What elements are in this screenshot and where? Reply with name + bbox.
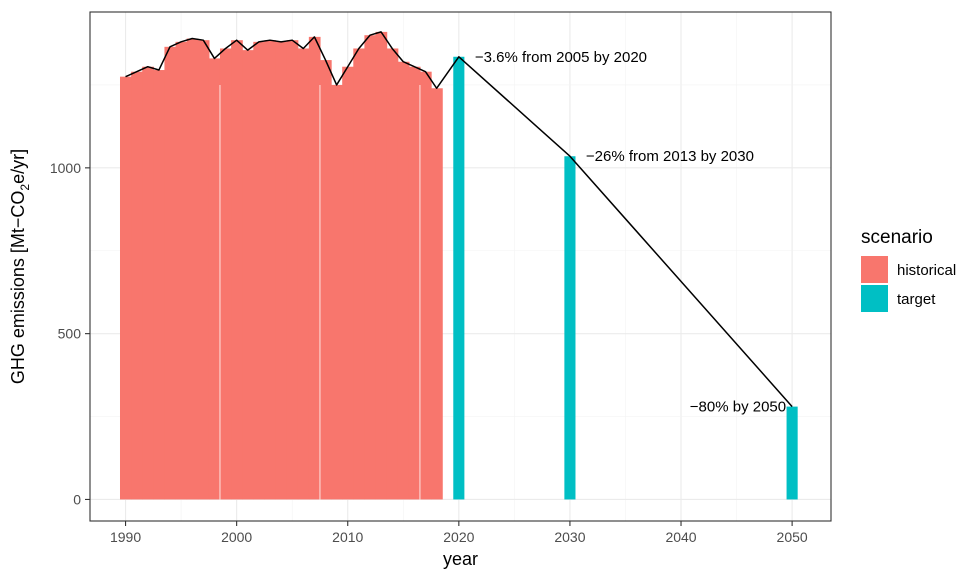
historical-bar bbox=[208, 58, 221, 500]
target-bar bbox=[564, 156, 576, 500]
y-axis-title: GHG emissions [Mt−CO2e/yr] bbox=[8, 149, 32, 384]
x-axis: 1990 2000 2010 2020 2030 2040 2050 bbox=[110, 521, 808, 545]
legend-label-historical: historical bbox=[897, 262, 956, 279]
x-tick-label: 2030 bbox=[554, 529, 585, 545]
historical-bar bbox=[386, 48, 399, 500]
historical-bar bbox=[153, 70, 166, 500]
x-tick-label: 2020 bbox=[443, 529, 474, 545]
historical-bar bbox=[297, 48, 310, 500]
historical-bar bbox=[142, 66, 154, 500]
trend-line bbox=[125, 31, 793, 408]
historical-bar bbox=[353, 48, 366, 500]
historical-bar bbox=[253, 41, 266, 500]
y-axis: 0 500 1000 bbox=[50, 160, 90, 507]
bars bbox=[119, 31, 798, 500]
historical-bar bbox=[164, 46, 177, 500]
historical-bar bbox=[186, 38, 199, 500]
x-tick-label: 1990 bbox=[110, 529, 141, 545]
historical-bar bbox=[364, 35, 377, 500]
historical-bar bbox=[242, 50, 254, 500]
emissions-path-line bbox=[125, 31, 793, 408]
historical-bar bbox=[342, 66, 354, 500]
annotation-label: −26% from 2013 by 2030 bbox=[586, 148, 754, 165]
historical-bar bbox=[375, 31, 388, 500]
historical-bar bbox=[175, 41, 188, 500]
historical-bar bbox=[419, 71, 432, 500]
legend-title: scenario bbox=[861, 227, 933, 248]
y-tick-label: 1000 bbox=[50, 160, 81, 176]
historical-bar bbox=[319, 60, 332, 500]
annotations: −3.6% from 2005 by 2020 −26% from 2013 by… bbox=[475, 49, 786, 416]
legend-label-target: target bbox=[897, 291, 936, 308]
historical-bar bbox=[331, 84, 343, 500]
annotation-label: −3.6% from 2005 by 2020 bbox=[475, 49, 647, 66]
legend-key-target bbox=[861, 285, 888, 312]
historical-bar bbox=[119, 76, 132, 500]
x-tick-label: 2050 bbox=[777, 529, 808, 545]
legend: scenario historical target bbox=[861, 227, 956, 312]
y-axis-title-part-1: GHG emissions [Mt−CO bbox=[8, 191, 28, 385]
historical-bar bbox=[231, 40, 243, 500]
y-tick-label: 500 bbox=[58, 326, 82, 342]
historical-bar bbox=[431, 88, 443, 500]
historical-bar bbox=[131, 71, 143, 500]
target-bar bbox=[453, 56, 465, 500]
x-tick-label: 2000 bbox=[221, 529, 252, 545]
historical-bar bbox=[275, 41, 288, 500]
historical-bar bbox=[308, 36, 321, 500]
x-tick-label: 2010 bbox=[332, 529, 363, 545]
plot-panel-border bbox=[89, 11, 832, 522]
y-axis-title-part-2: e/yr] bbox=[8, 149, 28, 184]
target-bar bbox=[786, 406, 798, 500]
y-tick-label: 0 bbox=[73, 491, 81, 507]
historical-bar bbox=[397, 61, 410, 500]
historical-bar bbox=[197, 40, 210, 500]
legend-key-historical bbox=[861, 256, 888, 283]
historical-bar bbox=[286, 40, 299, 500]
historical-bar bbox=[408, 66, 421, 500]
x-axis-title: year bbox=[443, 549, 478, 569]
y-axis-title-subscript: 2 bbox=[18, 184, 32, 191]
x-tick-label: 2040 bbox=[665, 529, 696, 545]
historical-bar bbox=[264, 40, 277, 500]
historical-bar bbox=[219, 48, 232, 500]
annotation-label: −80% by 2050 bbox=[690, 399, 786, 416]
